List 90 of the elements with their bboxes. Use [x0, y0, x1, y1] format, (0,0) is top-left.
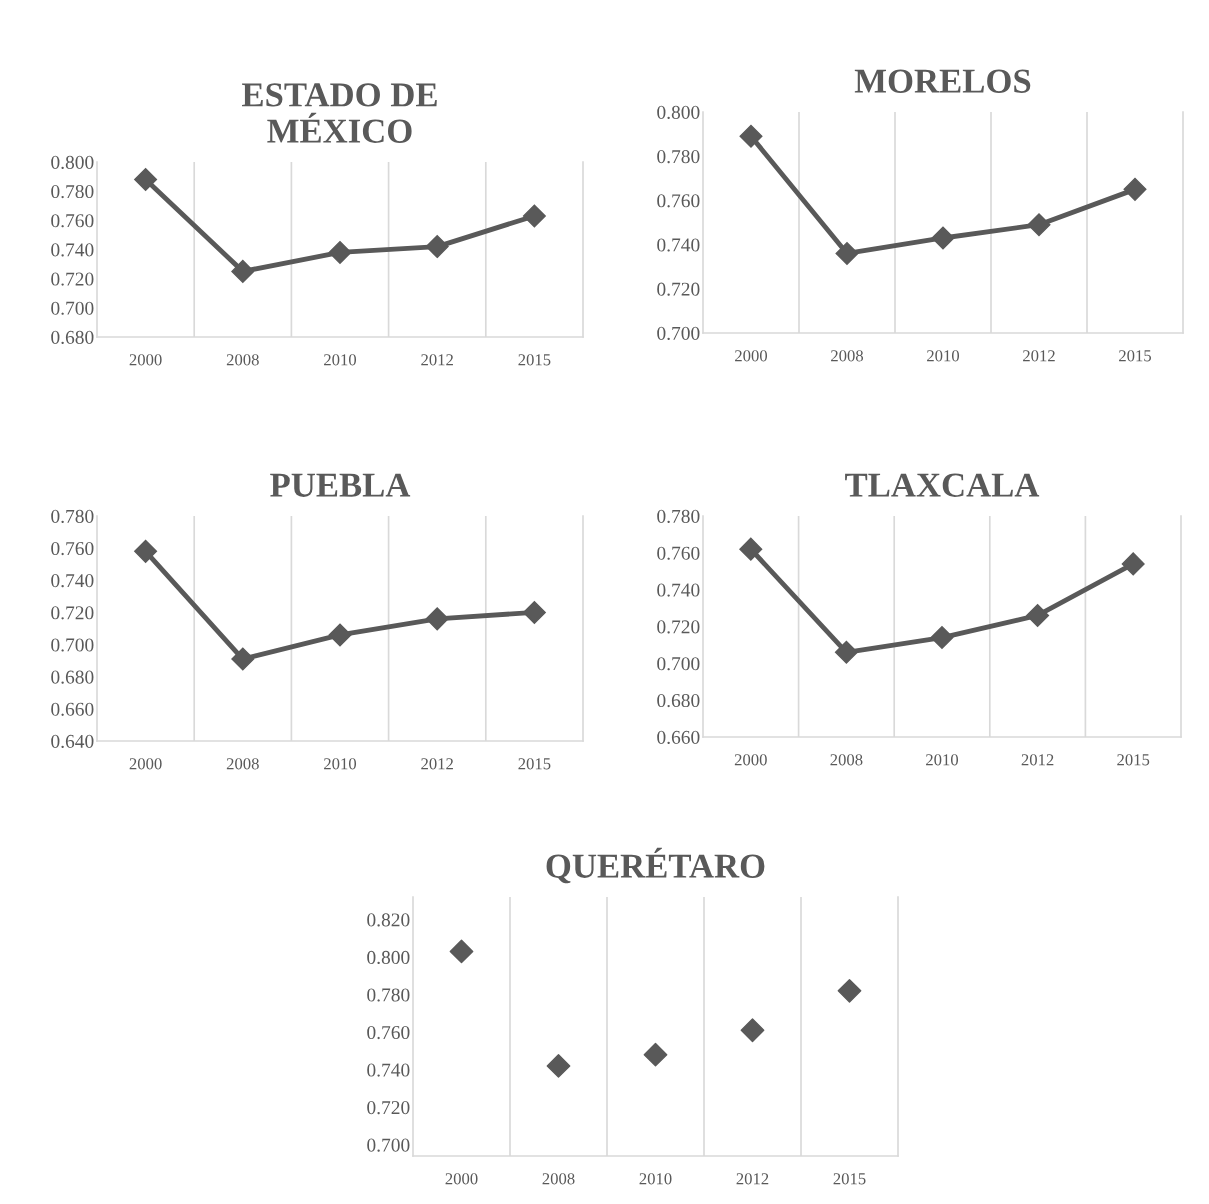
x-tick-label: 2008 [226, 354, 259, 366]
point [834, 640, 858, 664]
y-tick-label: 0.680 [51, 670, 94, 684]
x-tick-label: 2015 [518, 758, 551, 770]
y-tick-label: 0.660 [51, 702, 94, 716]
point [522, 204, 546, 228]
x-tick-label: 2015 [518, 354, 551, 366]
x-tick-label: 2015 [833, 1173, 866, 1185]
chart-title: QUERÉTARO [546, 847, 765, 884]
y-tick-label: 0.760 [51, 214, 94, 228]
y-tick-label: 0.660 [657, 730, 700, 745]
point [739, 124, 763, 148]
y-tick-label: 0.740 [657, 238, 700, 252]
point [134, 168, 158, 191]
point [425, 607, 449, 631]
x-tick-label: 2012 [421, 354, 453, 366]
y-tick-label: 0.720 [657, 620, 700, 634]
y-tick-label: 0.720 [367, 1101, 410, 1115]
y-tick-label: 0.800 [51, 155, 94, 170]
point [1123, 177, 1147, 201]
x-tick-label: 2008 [542, 1173, 575, 1185]
y-tick-label: 0.700 [657, 326, 700, 341]
point [931, 226, 955, 250]
x-tick-label: 2010 [639, 1173, 672, 1185]
y-tick-label: 0.760 [657, 194, 700, 208]
point [449, 939, 474, 964]
x-tick-label: 2000 [129, 354, 162, 366]
x-tick-label: 2015 [1117, 754, 1150, 766]
point [522, 600, 546, 624]
y-tick-label: 0.780 [657, 509, 700, 524]
x-tick-label: 2012 [736, 1173, 769, 1185]
chart-title: TLAXCALA [845, 473, 1040, 497]
y-tick-label: 0.760 [367, 1025, 410, 1040]
y-tick-label: 0.820 [367, 913, 410, 927]
point [930, 626, 954, 650]
point [739, 537, 763, 561]
point [643, 1042, 668, 1067]
x-tick-label: 2015 [1119, 350, 1152, 362]
y-tick-label: 0.800 [657, 105, 700, 120]
x-tick-label: 2010 [324, 354, 357, 366]
point [425, 235, 449, 259]
y-tick-label: 0.640 [51, 734, 94, 749]
point [1121, 552, 1145, 576]
y-tick-label: 0.700 [51, 301, 94, 315]
point [328, 623, 352, 647]
y-tick-label: 0.740 [657, 583, 700, 597]
x-tick-label: 2010 [927, 350, 960, 362]
x-tick-label: 2008 [226, 758, 259, 770]
x-tick-label: 2000 [735, 350, 768, 362]
point [328, 240, 352, 264]
point [231, 647, 255, 671]
y-tick-label: 0.800 [367, 950, 410, 965]
x-tick-label: 2000 [129, 758, 162, 770]
point [231, 259, 255, 283]
x-tick-label: 2012 [1023, 350, 1055, 362]
x-tick-label: 2008 [831, 350, 864, 362]
y-tick-label: 0.700 [51, 638, 94, 652]
y-tick-label: 0.740 [51, 574, 94, 588]
x-tick-label: 2012 [421, 758, 453, 770]
x-tick-label: 2010 [324, 758, 357, 770]
y-tick-label: 0.700 [657, 657, 700, 671]
chart-title: ESTADO DE MÉXICO [242, 83, 437, 143]
x-tick-label: 2012 [1021, 754, 1054, 766]
y-tick-label: 0.780 [51, 509, 94, 524]
y-tick-label: 0.760 [657, 546, 700, 560]
y-tick-label: 0.680 [51, 330, 94, 345]
y-tick-label: 0.740 [367, 1063, 410, 1077]
y-tick-label: 0.780 [367, 988, 410, 1002]
y-tick-label: 0.740 [51, 243, 94, 257]
y-tick-label: 0.760 [51, 541, 94, 556]
y-tick-label: 0.700 [367, 1138, 410, 1152]
y-tick-label: 0.780 [51, 184, 94, 199]
y-tick-label: 0.720 [657, 282, 700, 296]
point [835, 241, 859, 265]
point [134, 539, 158, 563]
point [740, 1018, 765, 1043]
y-tick-label: 0.680 [657, 693, 700, 708]
point [837, 978, 862, 1003]
x-tick-label: 2000 [445, 1173, 478, 1185]
y-tick-label: 0.720 [51, 272, 94, 286]
y-tick-label: 0.780 [657, 150, 700, 164]
x-tick-label: 2000 [734, 754, 767, 766]
x-tick-label: 2008 [830, 754, 863, 766]
point [1027, 213, 1051, 237]
point [546, 1054, 571, 1078]
chart-title: PUEBLA [270, 473, 411, 497]
y-tick-label: 0.720 [51, 606, 94, 620]
point [1026, 603, 1050, 627]
chart-title: MORELOS [854, 69, 1031, 93]
x-tick-label: 2010 [926, 754, 959, 766]
